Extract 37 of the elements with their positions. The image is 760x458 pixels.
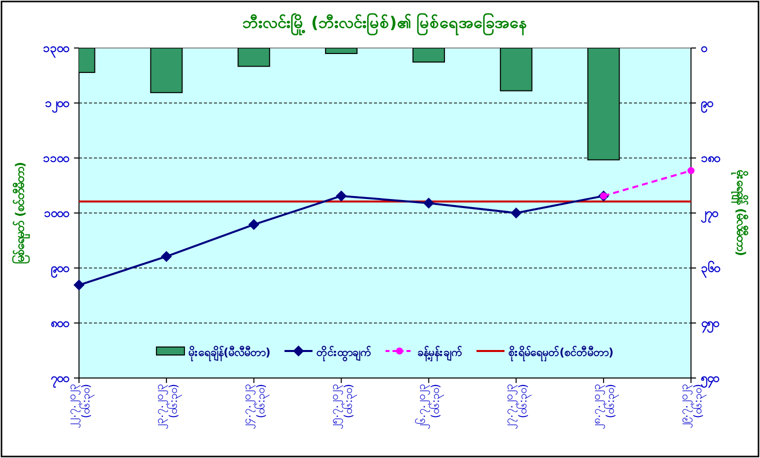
x-tick-label: ၂၈.၇.၂၀၂၃ (၀၆:၃၀) <box>590 384 620 429</box>
y-tick-label: ၁၀၀၀ <box>44 206 70 220</box>
point <box>74 280 84 291</box>
y-tick-label: ၁၂၀၀ <box>45 96 70 114</box>
point <box>248 219 260 230</box>
point <box>423 198 434 209</box>
y-tick-label: ၉၀၀ <box>50 261 70 279</box>
y2-axis-title: မိုးရေချိန် (မီလီမီတာ) <box>730 168 750 256</box>
point <box>160 250 172 262</box>
y2-tick-label: ၃၆၀ <box>701 259 721 279</box>
point <box>510 208 522 218</box>
y2-tick-label: ၉၀ <box>700 96 714 114</box>
y-axis-title: မြစ်ရေမှတ် (စင်တီမီတာ) <box>10 162 31 264</box>
chart-title: ဘီးလင်းမြို့ (ဘီးလင်းမြစ်)၏ မြစ်ရေအခြေအနေ <box>242 12 528 36</box>
legend-label: စိုးရိမ်ရေမှတ်(စင်တီမီတာ) <box>508 345 614 362</box>
x-tick-label: ၂၅.၇.၂၀၂၃ (၀၆:၃၀) <box>328 384 357 429</box>
legend-label: ခန့်မှန်းချက် <box>418 345 462 362</box>
point <box>688 167 694 174</box>
x-tick-label: ၂၆.၇.၂၀၂၃ (၀၆:၃၀) <box>415 384 444 429</box>
y2-tick-label: ၄၅၀ <box>700 316 720 334</box>
y-tick-label: ၁၁၀၀ <box>43 151 70 165</box>
legend-label: တိုင်းထွာချက် <box>316 345 372 362</box>
bar <box>238 48 270 67</box>
point <box>336 190 347 202</box>
bar <box>412 48 445 63</box>
y-tick-label: ၈၀၀ <box>50 316 70 330</box>
y2-tick-label: ၂၇၀ <box>700 206 719 224</box>
x-tick-label: ၂၄.၇.၂၀၂၃ (၀၆:၃၀) <box>240 384 270 429</box>
y2-tick-label: ၀ <box>700 41 708 55</box>
bar <box>500 48 532 92</box>
bar <box>150 48 183 94</box>
x-tick-label: ၂၃.၇.၂၀၂၃ (၀၆:၃၀) <box>152 384 182 429</box>
legend-label: မိုးရေချိန်(မီလီမီတာ) <box>188 345 270 362</box>
y-tick-label: ၁၃၀၀ <box>43 41 70 59</box>
x-tick-label: ၂၇.၇.၂၀၂၃ (၀၆:၃၀) <box>502 384 532 429</box>
y2-tick-label: ၁၈၀ <box>701 151 721 165</box>
bar <box>325 48 358 54</box>
